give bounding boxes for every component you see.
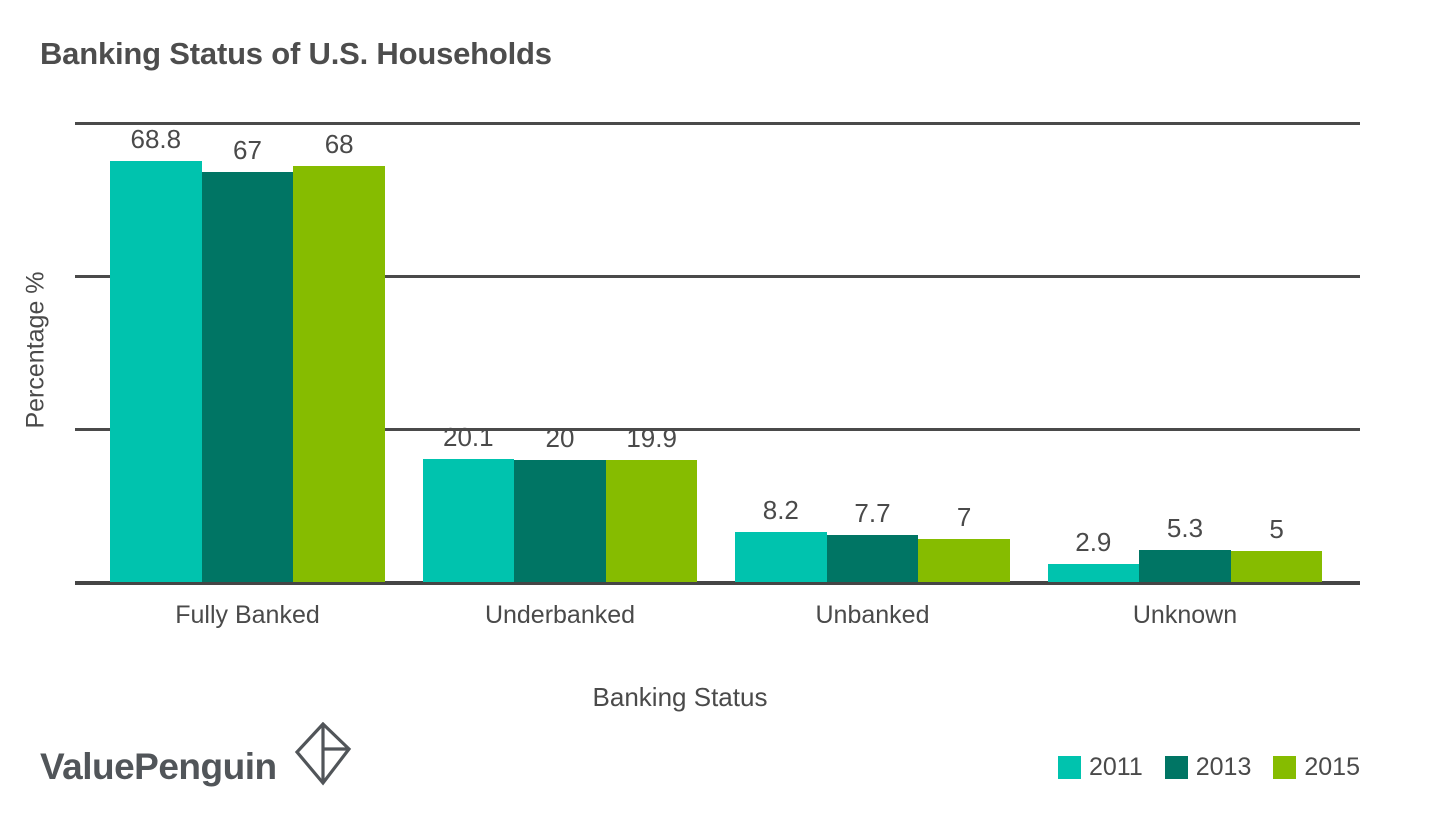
bar-underbanked-2015 [605, 460, 698, 582]
gridline-25 [75, 427, 1360, 431]
bar-value-label-underbanked-2011: 20.1 [443, 422, 494, 452]
bar-value-label-fully-banked-2011: 68.8 [130, 123, 182, 154]
bar-unknown-2011 [1047, 564, 1140, 582]
gridline-75 [75, 121, 1360, 125]
penguin-diamond-icon [294, 722, 352, 786]
bar-fully-banked-2015 [293, 165, 385, 582]
bar-value-label-unbanked-2015: 7 [956, 502, 972, 533]
bar-unknown-2013 [1139, 549, 1231, 582]
legend-label-2011: 2011 [1088, 753, 1143, 781]
category-label-unknown: Unknown [1132, 601, 1238, 629]
bar-underbanked-2011 [422, 459, 515, 582]
bar-value-label-fully-banked-2013: 67 [233, 134, 262, 165]
legend-item-2015: 2015 [1273, 755, 1360, 780]
valuepenguin-logo: ValuePenguin [40, 722, 360, 792]
chart-title: Banking Status of U.S. Households [40, 36, 552, 71]
plot-area: 68.8 67 68 20.1 20 19.9 8.2 7.7 7 2.9 5.3 5 [75, 121, 1360, 585]
bar-fully-banked-2011 [110, 160, 202, 582]
legend-label-2015: 2015 [1304, 753, 1360, 781]
bar-value-label-underbanked-2015: 19.9 [626, 423, 677, 454]
category-label-fully-banked: Fully Banked [175, 601, 320, 629]
x-axis-line [75, 581, 1360, 585]
bar-value-label-fully-banked-2015: 68 [324, 128, 354, 159]
legend-swatch-2015 [1273, 756, 1297, 779]
x-axis-title: Banking Status [592, 682, 768, 712]
bar-underbanked-2013 [514, 459, 606, 582]
bar-unknown-2015 [1230, 551, 1323, 582]
bar-value-label-unbanked-2013: 7.7 [854, 497, 891, 528]
bar-unbanked-2011 [735, 531, 827, 582]
bar-unbanked-2013 [826, 534, 919, 582]
bar-value-label-unknown-2015: 5 [1269, 514, 1284, 545]
legend-item-2011: 2011 [1057, 753, 1143, 781]
category-label-underbanked: Underbanked [484, 601, 636, 629]
bar-fully-banked-2013 [201, 171, 294, 582]
bar-value-label-unknown-2013: 5.3 [1166, 512, 1204, 543]
logo-text: ValuePenguin [40, 746, 277, 787]
bar-value-label-unknown-2011: 2.9 [1075, 527, 1112, 558]
legend-item-2013: 2013 [1164, 753, 1252, 781]
legend-label-2013: 2013 [1195, 753, 1252, 781]
legend-swatch-2013 [1164, 756, 1188, 779]
y-axis-title: Percentage % [21, 271, 50, 429]
bar-unbanked-2015 [918, 539, 1010, 582]
gridline-50 [75, 274, 1360, 278]
category-axis: Fully Banked Underbanked Unbanked Unknown [75, 601, 1360, 635]
bar-value-label-unbanked-2011: 8.2 [762, 494, 799, 525]
category-label-unbanked: Unbanked [815, 601, 930, 629]
legend: 2011 2013 2015 [1057, 753, 1360, 781]
legend-swatch-2011 [1057, 756, 1081, 779]
bar-value-label-underbanked-2013: 20 [545, 422, 575, 453]
